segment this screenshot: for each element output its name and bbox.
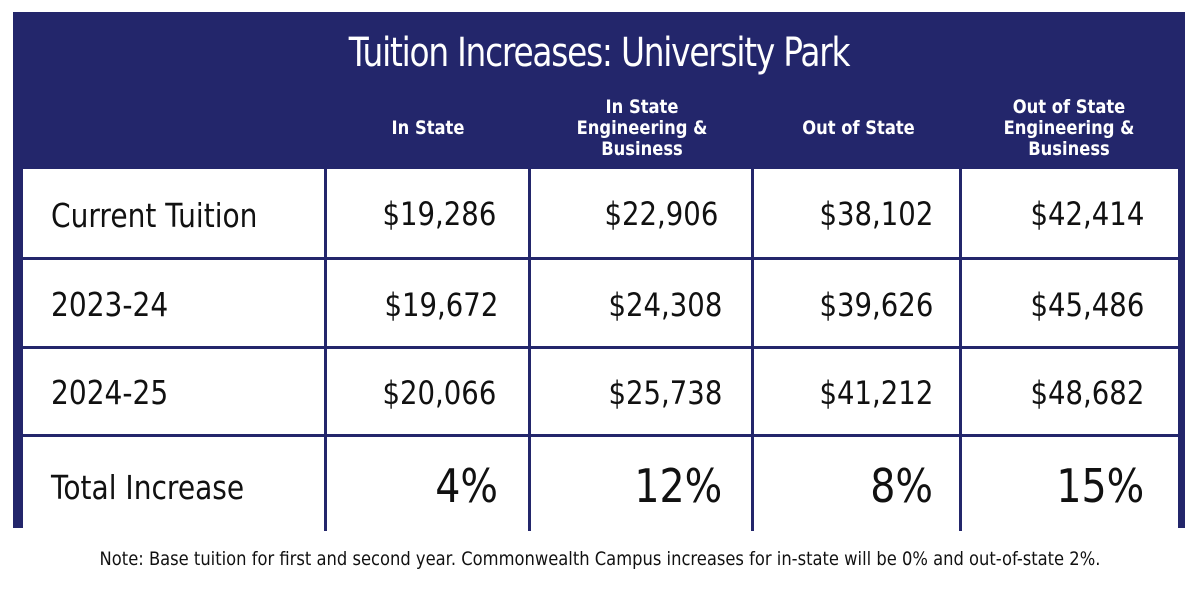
- column-header-out-of-state: Out of State: [802, 116, 915, 139]
- row-divider: [23, 434, 1178, 437]
- row-label-2024-25: 2024-25: [51, 373, 169, 412]
- row-label-2023-24: 2023-24: [51, 285, 169, 324]
- cell-2023-24-in-state-eng-bus: $24,308: [608, 286, 722, 324]
- cell-2024-25-in-state-eng-bus: $25,738: [608, 374, 722, 412]
- column-divider: [528, 169, 531, 531]
- cell-total-in-state: 4%: [435, 459, 498, 513]
- cell-2024-25-in-state: $20,066: [382, 374, 496, 412]
- column-divider: [324, 169, 327, 531]
- table-body: Current Tuition $19,286 $22,906 $38,102 …: [23, 169, 1178, 531]
- cell-2024-25-out-of-state-eng-bus: $48,682: [1030, 374, 1144, 412]
- table-title: Tuition Increases: University Park: [348, 30, 851, 76]
- cell-total-in-state-eng-bus: 12%: [634, 459, 722, 513]
- cell-2023-24-out-of-state-eng-bus: $45,486: [1030, 286, 1144, 324]
- cell-total-out-of-state-eng-bus: 15%: [1056, 459, 1144, 513]
- cell-current-out-of-state-eng-bus: $42,414: [1030, 195, 1144, 233]
- row-label-current-tuition: Current Tuition: [51, 196, 258, 235]
- cell-total-out-of-state: 8%: [870, 459, 933, 513]
- cell-2023-24-out-of-state: $39,626: [819, 286, 933, 324]
- column-divider: [959, 169, 962, 531]
- cell-current-out-of-state: $38,102: [819, 195, 933, 233]
- column-header-in-state-engineering-business: In State Engineering & Business: [576, 95, 708, 160]
- column-header-out-of-state-engineering-business: Out of State Engineering & Business: [1003, 95, 1135, 160]
- footnote: Note: Base tuition for first and second …: [99, 548, 1101, 570]
- row-label-total-increase: Total Increase: [51, 468, 245, 507]
- column-header-in-state: In State: [391, 116, 465, 139]
- cell-current-in-state: $19,286: [382, 195, 496, 233]
- row-divider: [23, 346, 1178, 349]
- tuition-table: Tuition Increases: University Park In St…: [13, 12, 1185, 531]
- row-divider: [23, 257, 1178, 260]
- cell-2023-24-in-state: $19,672: [384, 286, 498, 324]
- cell-current-in-state-eng-bus: $22,906: [604, 195, 718, 233]
- cell-2024-25-out-of-state: $41,212: [819, 374, 933, 412]
- column-divider: [751, 169, 754, 531]
